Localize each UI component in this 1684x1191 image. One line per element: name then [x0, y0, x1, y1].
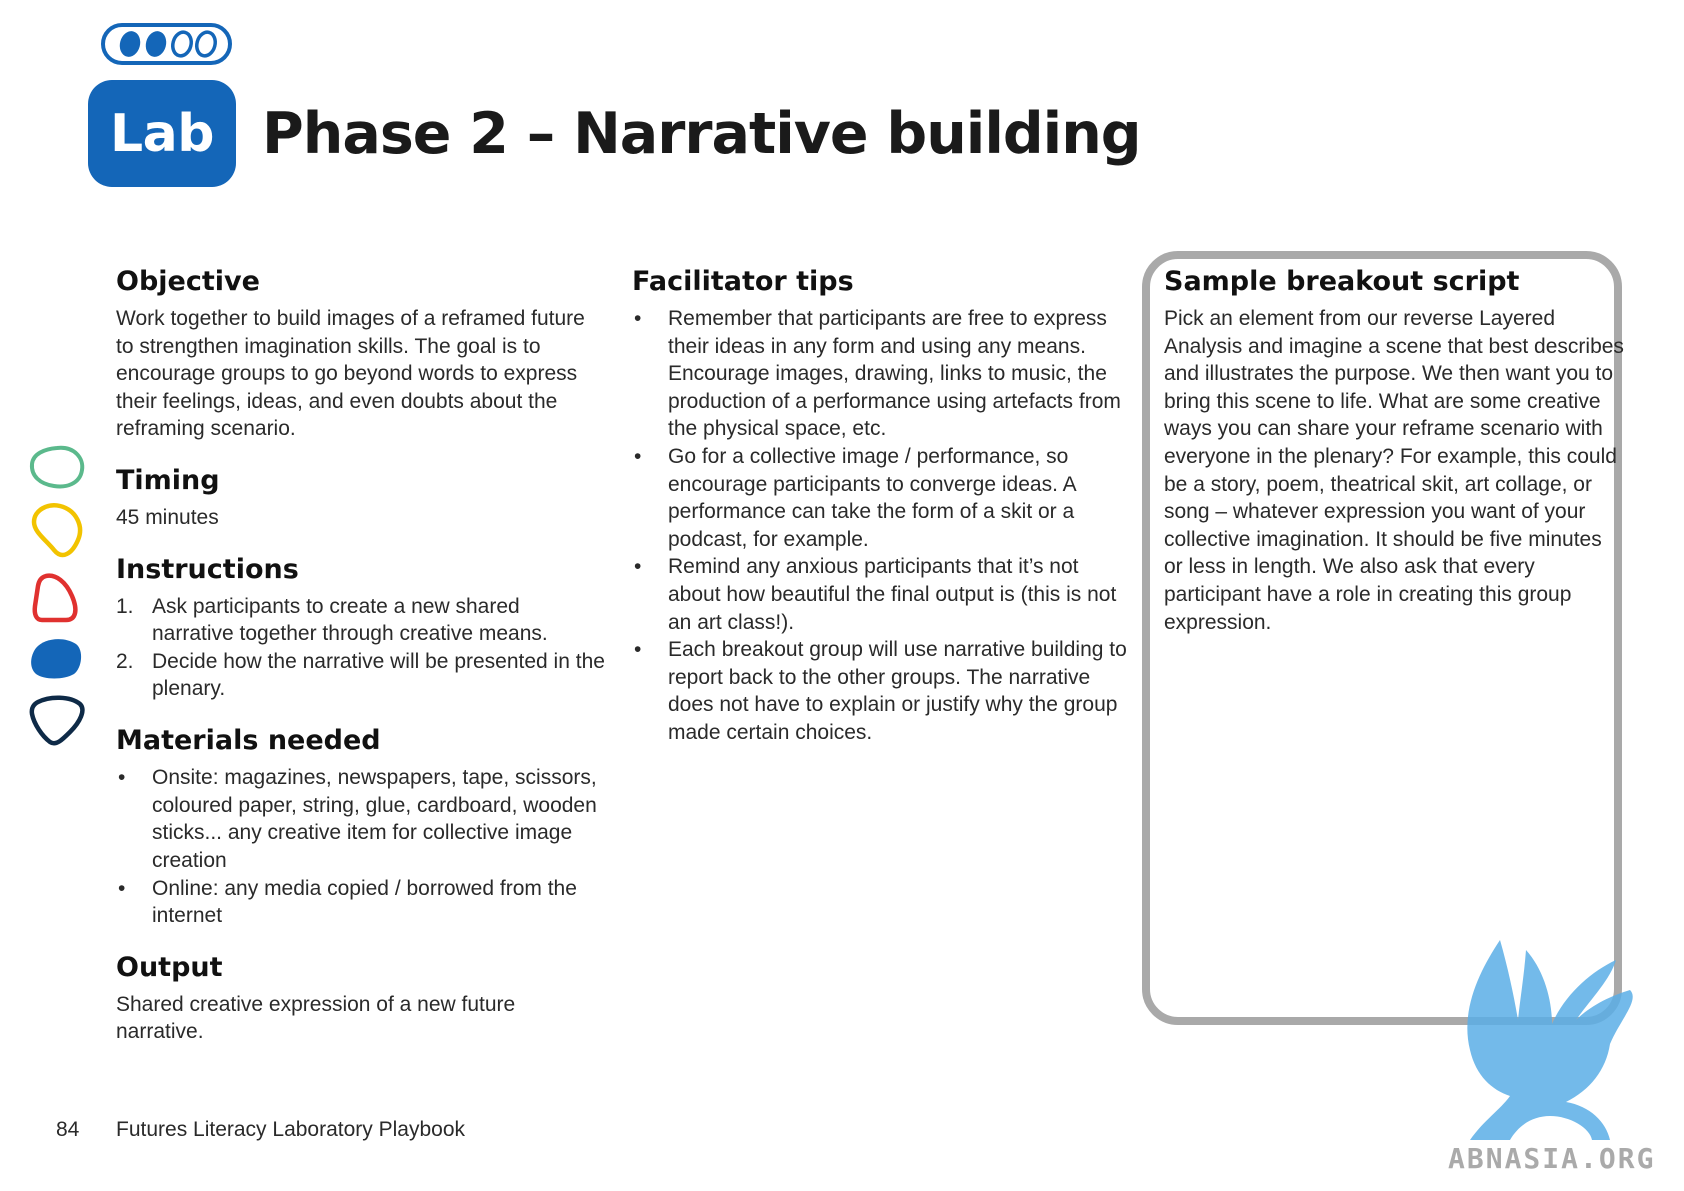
- lab-badge: Lab: [88, 80, 236, 187]
- list-item: Online: any media copied / borrowed from…: [116, 875, 606, 930]
- page-number: 84: [56, 1118, 80, 1141]
- output-heading: Output: [116, 951, 223, 983]
- yellow-blob-icon: [31, 503, 83, 558]
- left-column: Objective Work together to build images …: [116, 266, 606, 1068]
- page-title: Phase 2 – Narrative building: [262, 101, 1142, 167]
- griffin-watermark-icon: [1467, 940, 1633, 1140]
- list-item: Go for a collective image / performance,…: [632, 443, 1128, 553]
- materials-section: Materials needed Onsite: magazines, news…: [116, 725, 606, 930]
- progress-pill-icon: [101, 23, 232, 65]
- middle-column: Facilitator tips Remember that participa…: [632, 266, 1128, 747]
- sample-script-box: [1142, 251, 1622, 1025]
- lab-badge-label: Lab: [110, 103, 214, 164]
- timing-text: 45 minutes: [116, 506, 219, 530]
- side-shapes: [29, 445, 85, 746]
- watermark-text: ABNASIA.ORG: [1448, 1142, 1656, 1175]
- list-item: Remember that participants are free to e…: [632, 305, 1128, 443]
- list-item: Each breakout group will use narrative b…: [632, 636, 1128, 746]
- list-item: 1. Ask participants to create a new shar…: [116, 593, 606, 648]
- output-section: Output Shared creative expression of a n…: [116, 952, 606, 1046]
- list-item: 2. Decide how the narrative will be pres…: [116, 648, 606, 703]
- objective-text: Work together to build images of a refra…: [116, 307, 585, 441]
- timing-section: Timing 45 minutes: [116, 465, 606, 532]
- navy-blob-icon: [29, 695, 85, 746]
- timing-heading: Timing: [116, 465, 220, 497]
- sample-script-text: Pick an element from our reverse Layered…: [1164, 307, 1624, 634]
- materials-list: Onsite: magazines, newspapers, tape, sci…: [116, 764, 606, 930]
- objective-section: Objective Work together to build images …: [116, 266, 606, 443]
- footer-title: Futures Literacy Laboratory Playbook: [116, 1118, 466, 1141]
- right-column: Sample breakout script Pick an element f…: [1164, 266, 1624, 636]
- facilitator-tips-heading: Facilitator tips: [632, 266, 854, 297]
- red-blob-icon: [32, 573, 78, 623]
- list-number: 2.: [116, 649, 134, 673]
- instructions-heading: Instructions: [116, 553, 299, 585]
- instructions-list: 1. Ask participants to create a new shar…: [116, 593, 606, 703]
- list-text: Decide how the narrative will be present…: [152, 649, 605, 701]
- output-text: Shared creative expression of a new futu…: [116, 992, 516, 1044]
- instructions-section: Instructions 1. Ask participants to crea…: [116, 554, 606, 703]
- materials-heading: Materials needed: [116, 725, 381, 757]
- list-item: Remind any anxious participants that it’…: [632, 553, 1128, 636]
- green-blob-icon: [29, 445, 85, 489]
- sample-script-heading: Sample breakout script: [1164, 266, 1520, 297]
- list-text: Ask participants to create a new shared …: [152, 594, 548, 646]
- objective-heading: Objective: [116, 266, 260, 297]
- blue-blob-icon: [31, 639, 82, 679]
- list-item: Onsite: magazines, newspapers, tape, sci…: [116, 764, 606, 874]
- list-number: 1.: [116, 594, 134, 618]
- facilitator-tips-list: Remember that participants are free to e…: [632, 305, 1128, 747]
